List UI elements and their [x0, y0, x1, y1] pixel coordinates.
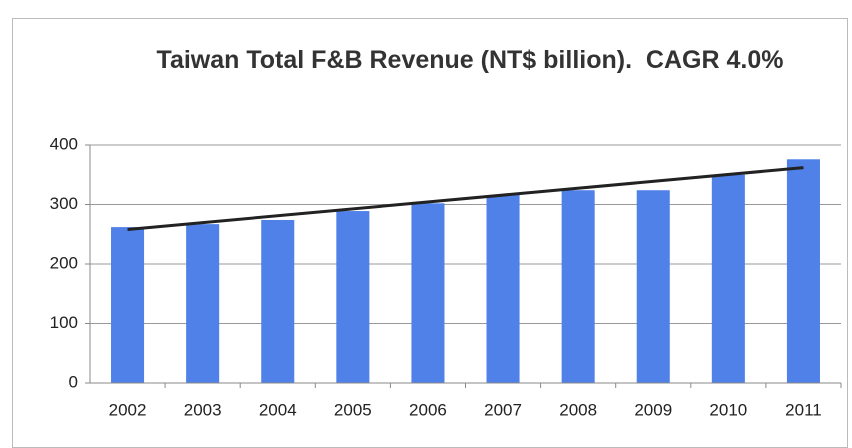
- chart: 0 100 200 300 400 2002 2003 2004 2005 2006 2007 200…: [50, 134, 842, 419]
- x-tick-label: 2005: [334, 400, 372, 419]
- x-tick-label: 2010: [709, 400, 747, 419]
- bar: [636, 190, 670, 383]
- bar: [786, 159, 820, 383]
- x-tick-label: 2008: [559, 400, 597, 419]
- x-tick-label: 2009: [634, 400, 672, 419]
- bar: [711, 174, 745, 383]
- y-tick-label: 200: [50, 253, 78, 272]
- page: {"chart_data": {"type": "bar", "title": …: [12, 18, 848, 448]
- x-tick-label: 2006: [409, 400, 447, 419]
- bar: [486, 194, 520, 383]
- bar: [111, 227, 145, 383]
- x-tick-label: 2007: [484, 400, 522, 419]
- x-tick-label: 2003: [184, 400, 222, 419]
- x-tick-label: 2002: [109, 400, 147, 419]
- bar: [261, 219, 295, 383]
- x-tick-label: 2004: [259, 400, 297, 419]
- y-tick-label: 100: [50, 313, 78, 332]
- chart-title: Taiwan Total F&B Revenue (NT$ billion). …: [156, 46, 784, 74]
- bar: [336, 211, 370, 383]
- trend-line: [127, 166, 804, 231]
- bar: [186, 224, 220, 383]
- x-tick-label: 2011: [785, 400, 822, 419]
- y-tick-label: 300: [50, 194, 78, 213]
- y-tick-label: 400: [50, 134, 78, 153]
- bar: [411, 203, 445, 383]
- bar: [561, 190, 595, 383]
- y-tick-label: 0: [69, 372, 78, 391]
